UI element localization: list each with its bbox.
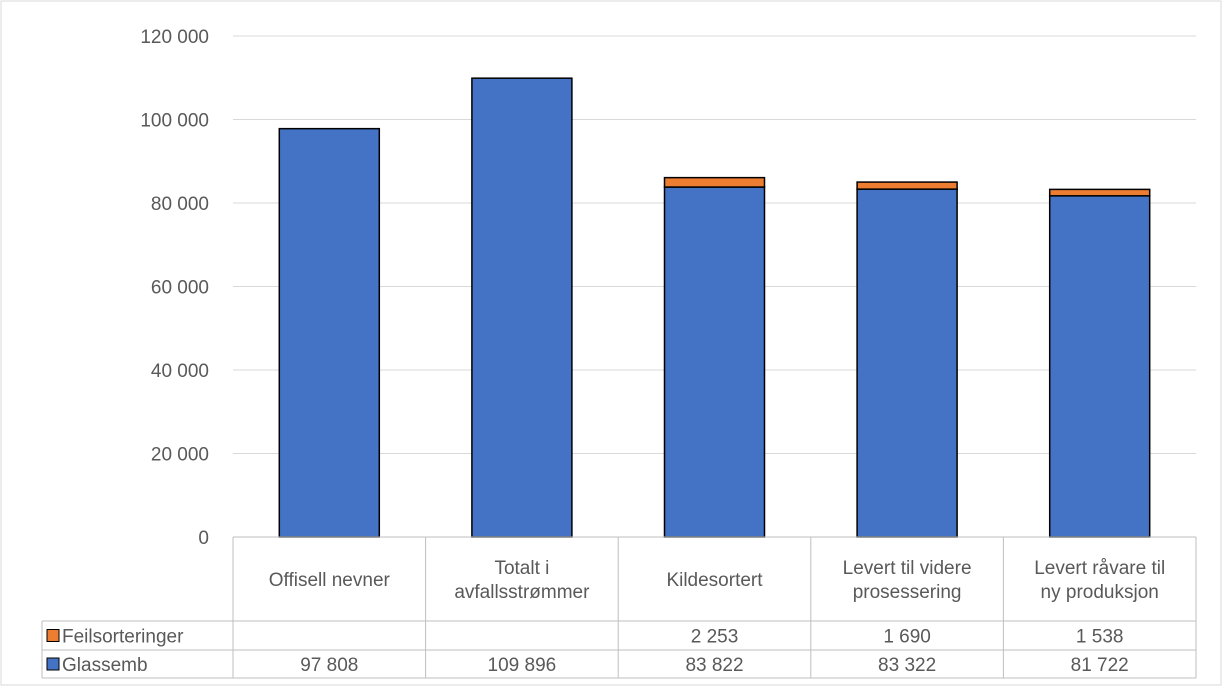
y-tick-label: 100 000 xyxy=(140,111,209,132)
y-tick-label: 40 000 xyxy=(151,361,209,382)
category-label: prosessering xyxy=(853,582,962,603)
category-label: Offisell nevner xyxy=(269,570,391,591)
legend-label: Glassemb xyxy=(62,655,148,676)
category-label: avfallsstrømmer xyxy=(454,582,590,603)
bar-glassemb xyxy=(856,188,958,538)
table-cell-value: 83 822 xyxy=(685,655,743,676)
category-label: Kildesortert xyxy=(666,570,763,591)
table-cell-value: 83 322 xyxy=(878,655,936,676)
bar-feilsorteringer xyxy=(856,181,958,190)
category-label: ny produksjon xyxy=(1041,582,1159,603)
category-label: Levert til videre xyxy=(843,558,972,579)
table-cell-value: 97 808 xyxy=(300,655,358,676)
bar-glassemb xyxy=(1048,195,1151,538)
legend-swatch-feilsorteringer xyxy=(46,629,60,642)
y-tick-label: 0 xyxy=(198,528,209,549)
category-label: Totalt i xyxy=(494,558,549,579)
bar-feilsorteringer xyxy=(1048,188,1151,197)
bars xyxy=(278,77,1151,538)
y-axis-ticks: 0 20 000 40 000 60 000 80 000 100 000 120 000 xyxy=(140,27,209,549)
data-table: Offisell nevner Totalt i avfallsstrømmer Ki… xyxy=(41,536,1197,679)
bar-glassemb xyxy=(663,186,766,538)
y-tick-label: 120 000 xyxy=(140,27,209,48)
table-cell-value: 1 690 xyxy=(883,627,931,648)
table-cell-value: 109 896 xyxy=(488,655,557,676)
table-cell-value: 1 538 xyxy=(1076,627,1124,648)
y-tick-label: 80 000 xyxy=(151,194,209,215)
bar-glassemb xyxy=(278,127,381,538)
bar-glassemb xyxy=(471,77,573,538)
legend-label: Feilsorteringer xyxy=(62,627,184,648)
bar-feilsorteringer xyxy=(663,176,766,188)
legend-swatch-glassemb xyxy=(46,657,60,671)
table-cell-value: 2 253 xyxy=(691,627,739,648)
table-cell-value: 81 722 xyxy=(1071,655,1129,676)
category-label: Levert råvare til xyxy=(1034,558,1165,579)
y-tick-label: 60 000 xyxy=(151,278,209,299)
y-tick-label: 20 000 xyxy=(151,445,209,466)
